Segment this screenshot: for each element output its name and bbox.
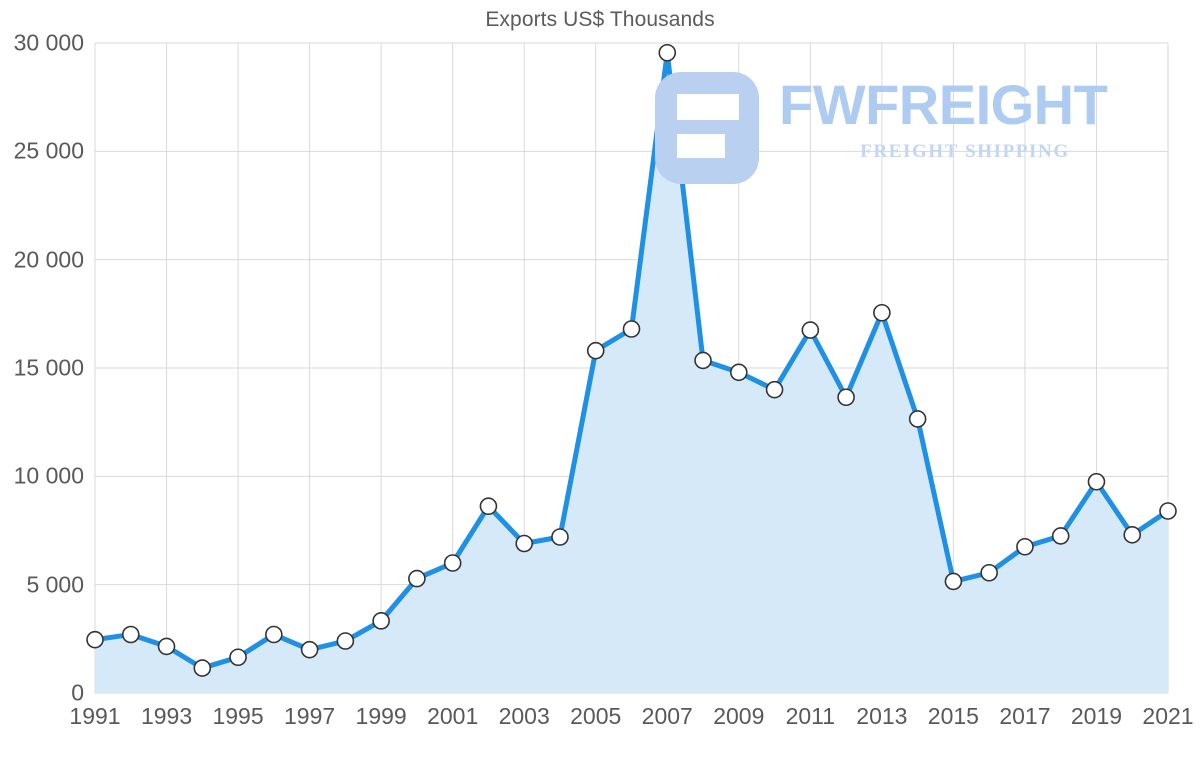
y-axis-tick-label: 0 <box>71 679 84 706</box>
x-axis-tick-label: 2021 <box>1142 703 1194 729</box>
x-axis-tick-label: 2013 <box>856 703 908 729</box>
chart-title: Exports US$ Thousands <box>485 8 715 31</box>
data-point-marker <box>1123 526 1142 544</box>
y-axis-tick-label: 30 000 <box>13 29 84 56</box>
x-axis-tick-label: 2017 <box>999 703 1051 729</box>
x-axis-tick-label: 2003 <box>498 703 550 729</box>
data-point-marker <box>586 341 605 360</box>
area-fill <box>95 52 1168 693</box>
x-axis-tick-label: 2007 <box>641 703 693 729</box>
data-point-marker <box>265 625 283 644</box>
data-point-marker <box>551 528 569 546</box>
x-axis-tick-label: 1991 <box>69 703 121 729</box>
y-axis-tick-label: 5 000 <box>26 571 84 598</box>
x-axis-tick-label: 1995 <box>212 703 264 729</box>
x-axis-tick-label: 2005 <box>570 703 622 729</box>
data-point-marker <box>479 497 498 516</box>
x-axis-tick-label: 1997 <box>284 703 336 729</box>
data-point-marker <box>229 648 247 667</box>
data-point-marker <box>801 321 820 339</box>
data-point-marker <box>193 659 212 677</box>
y-axis-tick-labels: 0 5 000 10 000 15 000 20 000 25 000 30 000 <box>0 0 84 763</box>
data-point-marker <box>622 320 641 338</box>
y-axis-tick-label: 10 000 <box>13 462 84 489</box>
data-point-marker <box>336 632 355 650</box>
x-axis-tick-label: 1999 <box>355 703 407 729</box>
data-point-marker <box>837 388 855 407</box>
x-axis-tick-label: 1993 <box>140 703 193 729</box>
y-axis-tick-label: 15 000 <box>13 354 84 381</box>
data-point-marker <box>765 380 784 399</box>
data-point-marker <box>944 572 963 591</box>
data-point-marker <box>121 625 140 644</box>
data-point-marker <box>1016 537 1034 556</box>
data-point-marker <box>300 640 319 659</box>
data-point-marker <box>658 43 677 62</box>
data-point-marker <box>86 630 104 649</box>
data-point-marker <box>408 569 426 588</box>
data-point-marker <box>372 612 390 630</box>
data-point-markers <box>86 43 1177 677</box>
data-point-marker <box>694 351 712 370</box>
data-point-marker <box>1159 502 1177 520</box>
x-axis-tick-label: 2001 <box>427 703 479 729</box>
data-point-marker <box>908 410 927 428</box>
data-point-marker <box>1087 472 1106 491</box>
y-axis-tick-label: 25 000 <box>13 137 84 164</box>
data-point-marker <box>873 303 891 322</box>
data-point-marker <box>443 554 462 572</box>
x-axis-tick-label: 2019 <box>1070 703 1123 729</box>
y-axis-tick-label: 20 000 <box>13 246 84 273</box>
data-point-marker <box>980 563 998 582</box>
data-point-marker <box>1051 527 1070 545</box>
data-point-marker <box>729 363 748 382</box>
data-point-marker <box>157 637 176 656</box>
x-axis-tick-label: 2011 <box>785 703 836 729</box>
x-axis-tick-label: 2015 <box>927 703 979 729</box>
data-point-marker <box>515 534 534 553</box>
x-axis-tick-label: 2009 <box>713 703 765 729</box>
